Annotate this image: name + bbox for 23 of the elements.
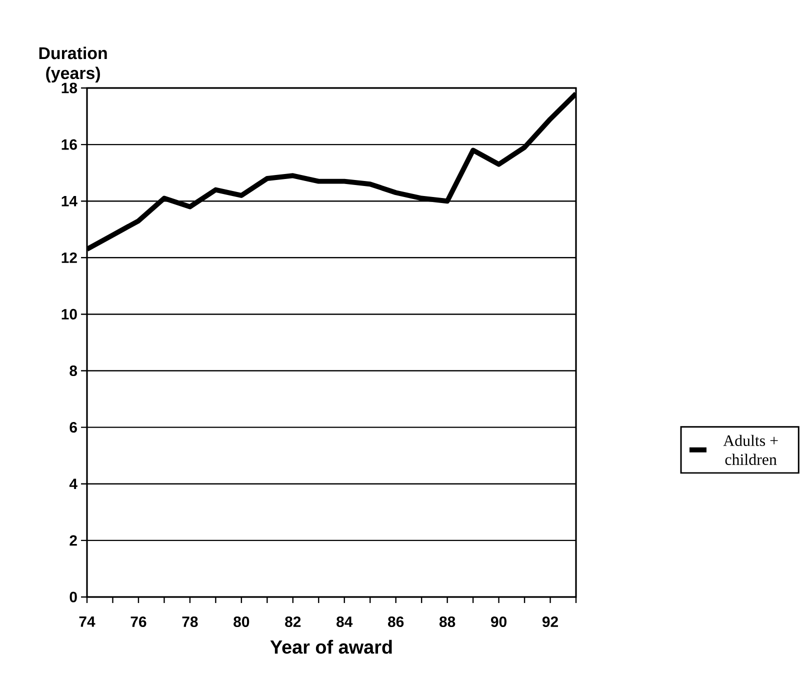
y-tick-label: 14: [62, 196, 78, 206]
x-tick-label: 78: [182, 616, 198, 628]
y-tick-label: 4: [69, 478, 78, 490]
y-tick-label: 0: [70, 592, 77, 602]
x-tick-label: 76: [130, 616, 146, 628]
x-tick-label: 74: [79, 616, 96, 627]
y-tick-label: 18: [62, 82, 78, 94]
x-axis-title: Year of award: [270, 640, 392, 654]
y-axis-title: Duration (years): [39, 46, 107, 82]
y-tick-label: 6: [70, 422, 77, 433]
y-tick-label: 2: [70, 535, 77, 546]
legend-label: Adults + children: [723, 434, 778, 465]
y-tick-label: 16: [62, 139, 77, 150]
x-tick-label: 82: [285, 616, 301, 628]
x-tick-label: 90: [491, 616, 506, 628]
x-tick-label: 84: [336, 616, 353, 628]
x-tick-label: 88: [439, 616, 456, 628]
y-tick-label: 12: [62, 252, 77, 263]
x-tick-label: 86: [388, 616, 404, 628]
x-tick-label: 92: [542, 616, 558, 628]
x-tick-label: 80: [234, 616, 250, 628]
y-tick-label: 8: [70, 365, 78, 376]
y-tick-label: 10: [62, 308, 77, 320]
